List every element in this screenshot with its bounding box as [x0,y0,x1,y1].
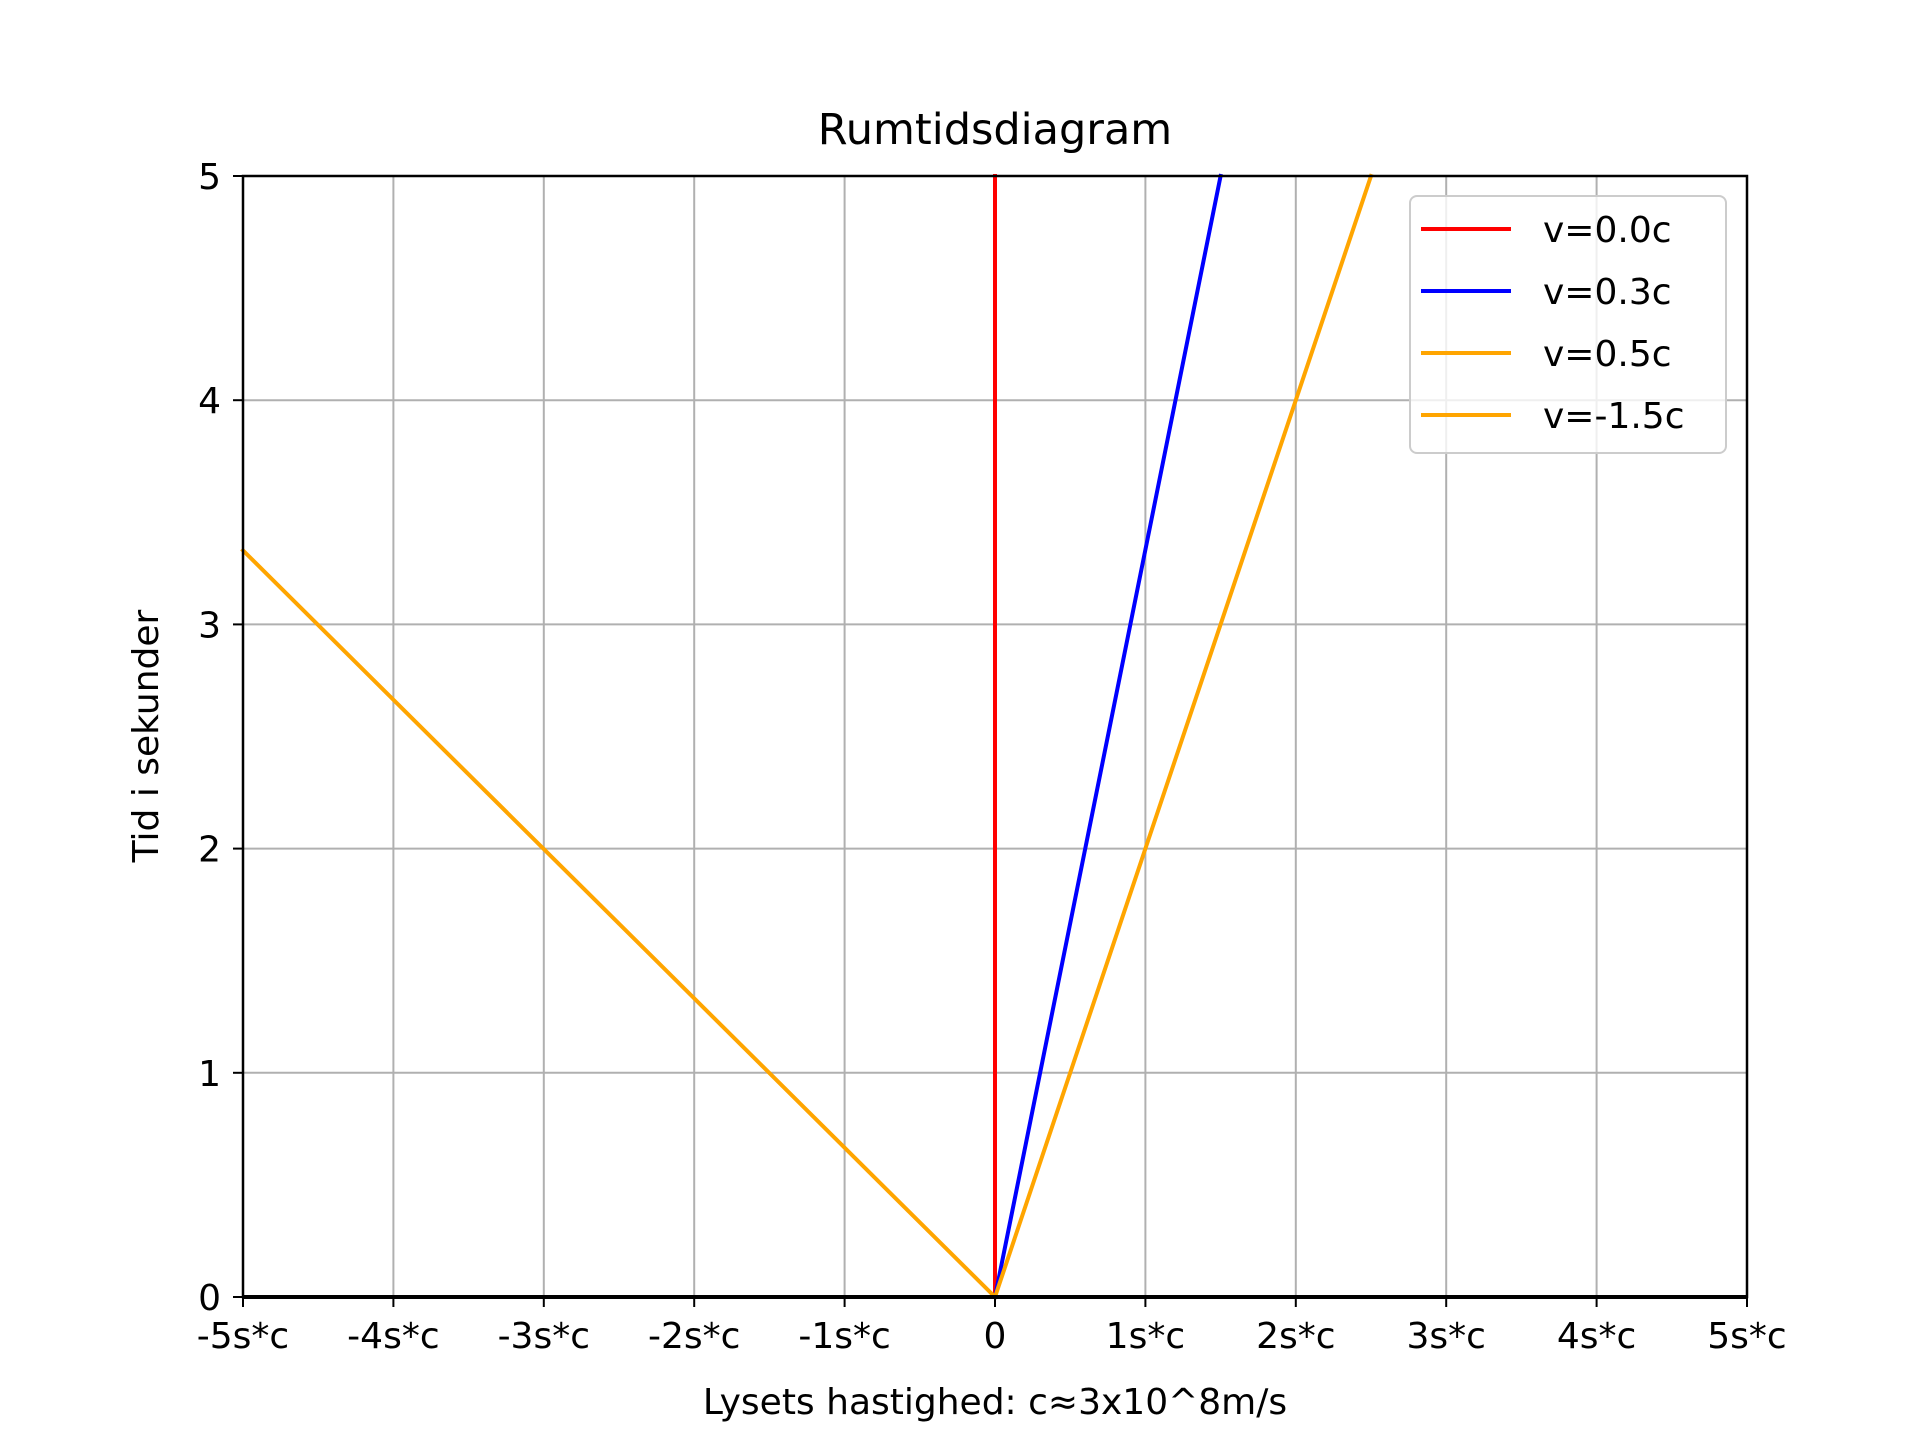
x-tick-label: 1s*c [1106,1316,1185,1357]
series-line-2 [992,173,1223,1300]
x-tick-label: -4s*c [347,1316,439,1357]
x-tick-label: -5s*c [197,1316,289,1357]
series-line-3 [992,173,1374,1300]
y-tick-label: 3 [198,605,221,646]
x-tick-label: 3s*c [1406,1316,1485,1357]
x-tick-label: -2s*c [648,1316,740,1357]
chart-title: Rumtidsdiagram [818,105,1172,155]
y-tick-label: 2 [198,830,221,871]
legend: v=0.0c v=0.3c v=0.5c v=-1.5c [1409,195,1727,454]
legend-label: v=0.3c [1543,272,1672,313]
x-tick-label: -3s*c [498,1316,590,1357]
series-lines [240,173,1374,1300]
x-tick-label: 4s*c [1557,1316,1636,1357]
y-axis-label: Tid i sekunder [126,609,167,863]
x-ticks: -5s*c -4s*c -3s*c -2s*c -1s*c 0 1s*c 2s*c 3s*c 4s… [197,1297,1787,1357]
y-ticks: 0 1 2 3 4 5 [198,157,243,1319]
y-tick-label: 5 [198,157,221,198]
y-tick-label: 1 [198,1054,221,1095]
x-tick-label: 2s*c [1256,1316,1335,1357]
legend-items: v=0.0c v=0.3c v=0.5c v=-1.5c [1421,210,1685,437]
y-tick-label: 0 [198,1278,221,1319]
series-line-4 [240,547,998,1300]
legend-label: v=0.0c [1543,210,1672,251]
x-tick-label: 5s*c [1707,1316,1786,1357]
y-tick-label: 4 [198,381,221,422]
legend-box [1409,195,1727,454]
x-axis-label: Lysets hastighed: c≈3x10^8m/s [703,1382,1287,1423]
x-tick-label: -1s*c [798,1316,890,1357]
legend-label: v=0.5c [1543,334,1672,375]
x-tick-label: 0 [984,1316,1007,1357]
legend-label: v=-1.5c [1543,396,1685,437]
